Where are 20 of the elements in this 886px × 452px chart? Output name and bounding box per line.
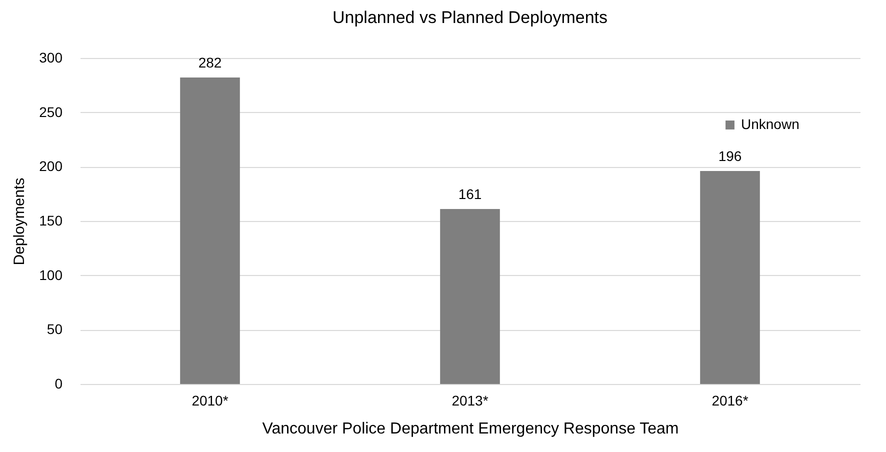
data-label: 161 (458, 186, 482, 202)
data-label: 282 (198, 54, 222, 71)
x-tick-label: 2013* (452, 392, 489, 408)
y-tick-label: 150 (39, 212, 63, 228)
y-axis-title: Deployments (11, 178, 28, 266)
y-tick-label: 0 (54, 376, 63, 392)
chart-title: Unplanned vs Planned Deployments (332, 8, 608, 27)
y-tick-label: 200 (39, 158, 63, 174)
y-tick-label: 250 (39, 104, 63, 120)
bar (440, 209, 500, 384)
bar (180, 78, 240, 384)
bar (700, 171, 760, 384)
y-tick-label: 50 (46, 321, 63, 338)
y-tick-label: 300 (39, 50, 63, 66)
x-axis-title: Vancouver Police Department Emergency Response Team (262, 420, 679, 438)
x-tick-label: 2016* (712, 392, 749, 408)
legend-label: Unknown (741, 116, 800, 132)
x-tick-label: 2010* (192, 392, 229, 408)
data-label: 196 (718, 148, 742, 164)
y-tick-label: 100 (39, 266, 63, 283)
